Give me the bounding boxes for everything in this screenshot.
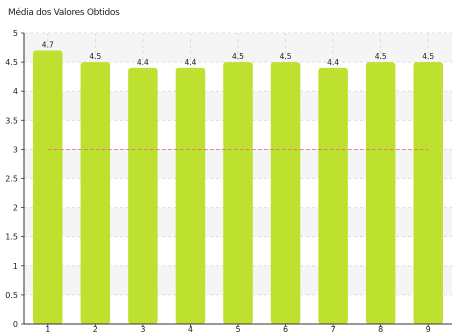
x-tick-label: 9: [426, 325, 431, 334]
y-tick-label: 4: [13, 87, 18, 96]
x-tick-label: 4: [188, 325, 193, 334]
data-label: 4.4: [137, 58, 149, 67]
y-tick-label: 0.5: [5, 291, 18, 300]
data-label: 4.5: [280, 52, 292, 61]
data-label: 4.5: [89, 52, 101, 61]
data-label: 4.5: [375, 52, 387, 61]
x-tick-label: 3: [140, 325, 145, 334]
y-tick-label: 0: [13, 320, 18, 329]
y-tick-label: 3: [13, 145, 18, 154]
data-label: 4.7: [42, 40, 54, 49]
bar: [33, 50, 63, 325]
x-tick-label: 8: [378, 325, 383, 334]
y-tick-label: 3.5: [5, 116, 18, 125]
x-tick-label: 7: [331, 325, 336, 334]
data-label: 4.4: [327, 58, 339, 67]
y-tick-label: 1: [13, 262, 18, 271]
bar: [270, 62, 301, 324]
y-tick-label: 5: [13, 29, 18, 38]
bar: [128, 67, 158, 325]
bar: [413, 62, 443, 324]
y-tick-label: 4.5: [5, 58, 18, 67]
data-label: 4.5: [232, 52, 244, 61]
x-tick-label: 1: [45, 325, 50, 334]
x-tick-label: 2: [93, 325, 98, 334]
bar: [80, 62, 111, 324]
data-label: 4.5: [422, 52, 434, 61]
chart-title: Média dos Valores Obtidos: [8, 8, 120, 18]
y-tick-label: 2: [13, 204, 18, 213]
y-tick-label: 2.5: [5, 175, 18, 184]
bar: [223, 62, 253, 324]
x-tick-label: 6: [283, 325, 288, 334]
data-label: 4.4: [184, 58, 196, 67]
y-tick-label: 1.5: [5, 233, 18, 242]
bar: [365, 62, 396, 324]
x-tick-label: 5: [235, 325, 240, 334]
bar: [318, 67, 348, 325]
bar: [175, 67, 206, 325]
